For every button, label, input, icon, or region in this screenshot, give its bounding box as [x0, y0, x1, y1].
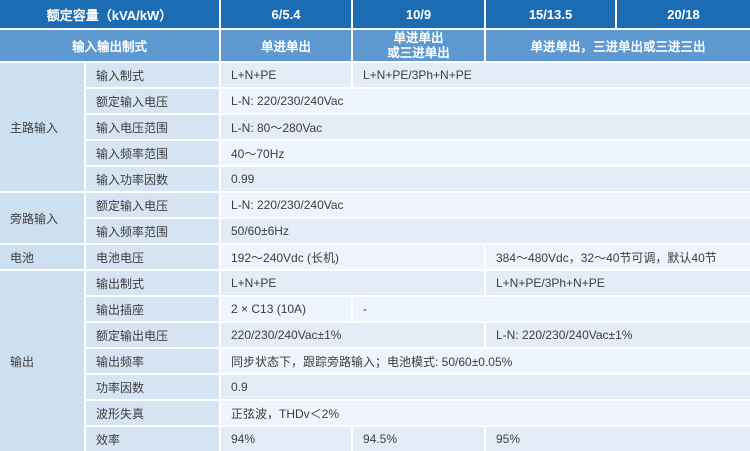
row-output-mode-label: 输出制式 — [86, 271, 219, 295]
row-input-voltage-range-label: 输入电压范围 — [86, 115, 219, 139]
row-rated-input-voltage-label: 额定输入电压 — [86, 89, 219, 113]
row-input-mode-value-three: L+N+PE/3Ph+N+PE — [353, 63, 750, 87]
row-rated-output-voltage-value-large: L-N: 220/230/240Vac±1% — [486, 323, 750, 347]
row-waveform-distortion-value: 正弦波，THDv＜2% — [221, 401, 750, 425]
row-power-factor-label: 功率因数 — [86, 375, 219, 399]
header-io-mode-10-line1: 单进单出 — [393, 30, 444, 45]
row-input-mode-value-single: L+N+PE — [221, 63, 351, 87]
header-capacity-15: 15/13.5 — [486, 0, 615, 28]
header-capacity-20: 20/18 — [617, 0, 750, 28]
group-output: 输出 — [0, 271, 84, 451]
header-io-mode-10: 单进单出 或三进单出 — [353, 30, 484, 61]
row-input-freq-range-value: 40～70Hz — [221, 141, 750, 165]
group-bypass-input: 旁路输入 — [0, 193, 84, 243]
row-input-freq-range-label: 输入频率范围 — [86, 141, 219, 165]
group-battery: 电池 — [0, 245, 84, 269]
header-capacity-6: 6/5.4 — [221, 0, 351, 28]
row-output-frequency-label: 输出频率 — [86, 349, 219, 373]
row-output-socket-value: 2 × C13 (10A) — [221, 297, 351, 321]
row-battery-voltage-label: 电池电压 — [86, 245, 219, 269]
header-io-mode-label: 输入输出制式 — [0, 30, 219, 61]
row-input-power-factor-label: 输入功率因数 — [86, 167, 219, 191]
header-io-mode-10-line2: 或三进单出 — [387, 45, 450, 60]
row-output-mode-value-three: L+N+PE/3Ph+N+PE — [486, 271, 750, 295]
row-efficiency-value-6: 94% — [221, 427, 351, 451]
row-output-socket-label: 输出插座 — [86, 297, 219, 321]
row-efficiency-label: 效率 — [86, 427, 219, 451]
row-rated-output-voltage-value-small: 220/230/240Vac±1% — [221, 323, 484, 347]
header-capacity-label: 额定容量（kVA/kW） — [0, 0, 219, 28]
row-bypass-input-freq-range-value: 50/60±6Hz — [221, 219, 750, 243]
row-input-voltage-range-value: L-N: 80～280Vac — [221, 115, 750, 139]
row-input-power-factor-value: 0.99 — [221, 167, 750, 191]
row-waveform-distortion-label: 波形失真 — [86, 401, 219, 425]
row-battery-voltage-value-small: 192～240Vdc (长机) — [221, 245, 484, 269]
header-io-mode-6: 单进单出 — [221, 30, 351, 61]
row-power-factor-value: 0.9 — [221, 375, 750, 399]
row-battery-voltage-value-large: 384～480Vdc，32～40节可调，默认40节 — [486, 245, 750, 269]
row-bypass-rated-input-voltage-label: 额定输入电压 — [86, 193, 219, 217]
row-output-frequency-value: 同步状态下，跟踪旁路输入；电池模式: 50/60±0.05% — [221, 349, 750, 373]
row-efficiency-value-15-20: 95% — [486, 427, 750, 451]
row-rated-input-voltage-value: L-N: 220/230/240Vac — [221, 89, 750, 113]
row-output-socket-value-none: - — [353, 297, 750, 321]
row-bypass-input-freq-range-label: 输入频率范围 — [86, 219, 219, 243]
header-capacity-10: 10/9 — [353, 0, 484, 28]
group-main-input: 主路输入 — [0, 63, 84, 191]
row-output-mode-value-single: L+N+PE — [221, 271, 484, 295]
row-bypass-rated-input-voltage-value: L-N: 220/230/240Vac — [221, 193, 750, 217]
row-rated-output-voltage-label: 额定输出电压 — [86, 323, 219, 347]
row-efficiency-value-10: 94.5% — [353, 427, 484, 451]
row-input-mode-label: 输入制式 — [86, 63, 219, 87]
header-io-mode-15-20: 单进单出，三进单出或三进三出 — [486, 30, 750, 61]
